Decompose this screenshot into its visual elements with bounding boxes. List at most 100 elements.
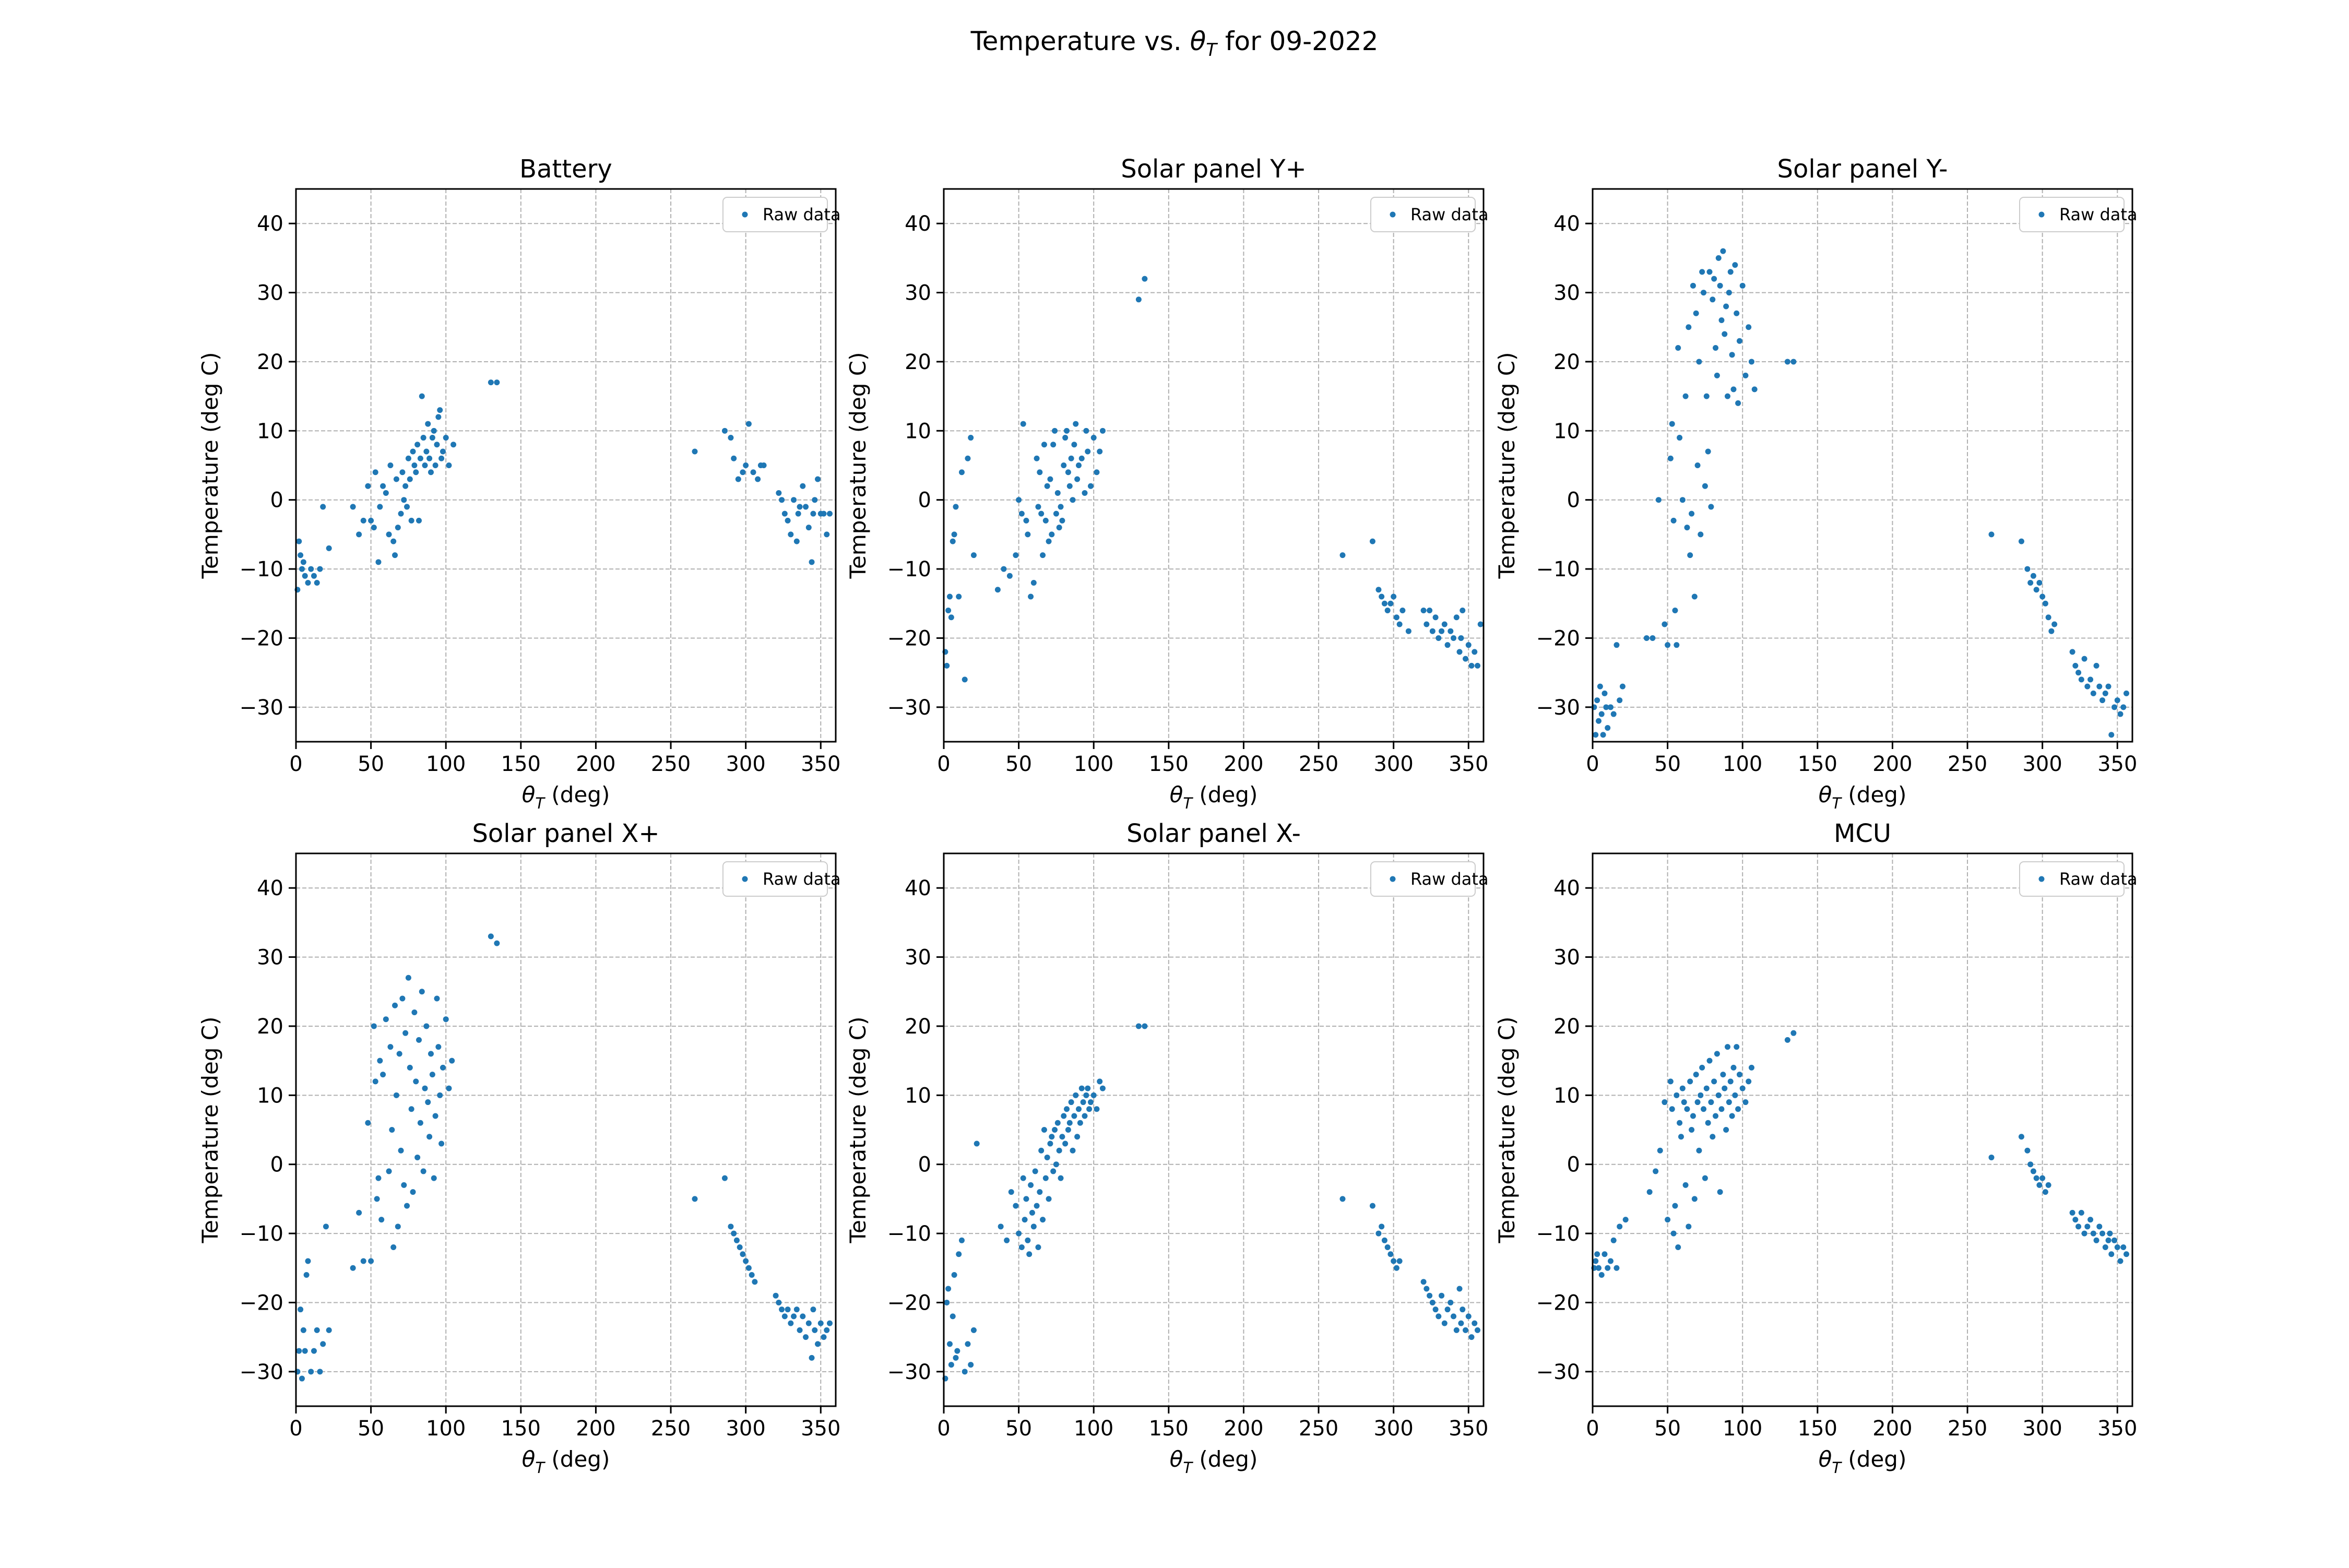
data-point — [300, 1327, 306, 1333]
data-point — [1049, 1134, 1055, 1140]
x-axis-label-symbol: θ — [1819, 782, 1832, 807]
data-point — [1020, 1175, 1026, 1181]
data-point — [1725, 393, 1730, 399]
y-tick-label: −20 — [887, 626, 931, 650]
data-point — [1451, 1313, 1457, 1320]
data-point — [1600, 732, 1606, 738]
data-point — [437, 407, 443, 413]
data-point — [360, 1258, 366, 1264]
data-point — [372, 469, 378, 476]
data-point — [2033, 1175, 2039, 1181]
data-point — [404, 1203, 410, 1209]
data-point — [407, 476, 413, 482]
data-point — [2117, 1258, 2123, 1264]
data-point — [1023, 1196, 1029, 1202]
data-point — [1698, 531, 1704, 538]
data-point — [968, 435, 974, 441]
data-point — [440, 448, 446, 455]
data-point — [298, 552, 304, 559]
y-tick-label: 20 — [257, 350, 283, 374]
data-point — [413, 469, 419, 476]
x-axis-label-subscript: T — [1832, 1459, 1842, 1477]
data-point — [1429, 1299, 1436, 1305]
x-tick-label: 300 — [726, 752, 765, 776]
data-point — [1727, 269, 1734, 275]
data-point — [411, 462, 418, 468]
x-tick-label: 350 — [2097, 752, 2137, 776]
data-point — [1751, 386, 1758, 393]
legend-marker — [2038, 211, 2045, 218]
data-point — [1665, 1217, 1671, 1223]
data-point — [371, 525, 377, 531]
x-tick-label: 300 — [1373, 1417, 1413, 1441]
data-point — [392, 552, 398, 559]
data-point — [1601, 690, 1608, 696]
data-point — [1598, 1272, 1605, 1278]
subplot-3: 0 50 100 150 200 250 300 350 −30 −20 −10 0 10 20 30 40 S… — [1494, 155, 2138, 812]
data-point — [1687, 1078, 1693, 1085]
subplot-2: 0 50 100 150 200 250 300 350 −30 −20 −10 0 10 20 30 40 S… — [845, 155, 1489, 812]
x-tick-label: 50 — [1654, 1417, 1681, 1441]
data-point — [1679, 1085, 1686, 1091]
data-point — [402, 1030, 409, 1036]
legend-marker — [742, 876, 748, 882]
data-point — [299, 566, 305, 572]
data-point — [402, 483, 409, 489]
x-tick-label: 300 — [2022, 752, 2062, 776]
x-tick-label: 350 — [2097, 1417, 2137, 1441]
y-tick-label: 10 — [905, 1084, 931, 1108]
data-point — [1605, 725, 1611, 731]
data-point — [1444, 1306, 1451, 1313]
data-point — [1674, 642, 1680, 648]
data-point — [1472, 649, 1478, 655]
y-tick-label: 0 — [270, 489, 283, 513]
data-point — [1441, 621, 1448, 627]
data-point — [395, 525, 401, 531]
data-point — [788, 531, 794, 538]
data-point — [399, 995, 406, 1002]
data-point — [1339, 1196, 1346, 1202]
data-point — [740, 469, 746, 476]
data-point — [1693, 1072, 1699, 1078]
data-point — [326, 545, 332, 551]
data-point — [1646, 1189, 1653, 1195]
data-point — [1018, 510, 1025, 517]
data-point — [1607, 704, 1614, 710]
data-point — [1052, 427, 1058, 434]
data-point — [1083, 1092, 1089, 1098]
data-point — [2114, 1244, 2120, 1251]
data-point — [314, 580, 320, 586]
data-point — [948, 1362, 954, 1368]
data-point — [1041, 1127, 1047, 1133]
data-point — [745, 1265, 752, 1271]
data-point — [378, 1217, 385, 1223]
data-point — [2036, 580, 2043, 586]
data-point — [1018, 1244, 1025, 1251]
data-point — [824, 531, 830, 538]
data-point — [1746, 1078, 1752, 1085]
x-axis-label-suffix: (deg) — [1841, 782, 1906, 807]
data-point — [1643, 635, 1650, 641]
data-point — [1099, 1085, 1106, 1091]
x-tick-label: 50 — [1005, 752, 1032, 776]
data-point — [1672, 1203, 1678, 1209]
data-point — [1013, 1203, 1019, 1209]
data-point — [810, 510, 816, 517]
y-tick-label: −10 — [1536, 557, 1580, 581]
y-tick-label: −20 — [240, 626, 283, 650]
data-point — [1677, 1120, 1683, 1126]
data-point — [793, 1306, 800, 1313]
data-point — [2042, 1189, 2048, 1195]
data-point — [420, 435, 426, 441]
data-point — [2111, 704, 2118, 710]
data-point — [1038, 510, 1045, 517]
data-point — [1062, 435, 1069, 441]
data-point — [438, 1141, 445, 1147]
data-point — [2075, 670, 2082, 676]
data-point — [1029, 1209, 1035, 1216]
data-point — [815, 1341, 821, 1347]
data-point — [1026, 1251, 1033, 1257]
data-point — [1070, 1147, 1076, 1154]
data-point — [1617, 1223, 1623, 1230]
